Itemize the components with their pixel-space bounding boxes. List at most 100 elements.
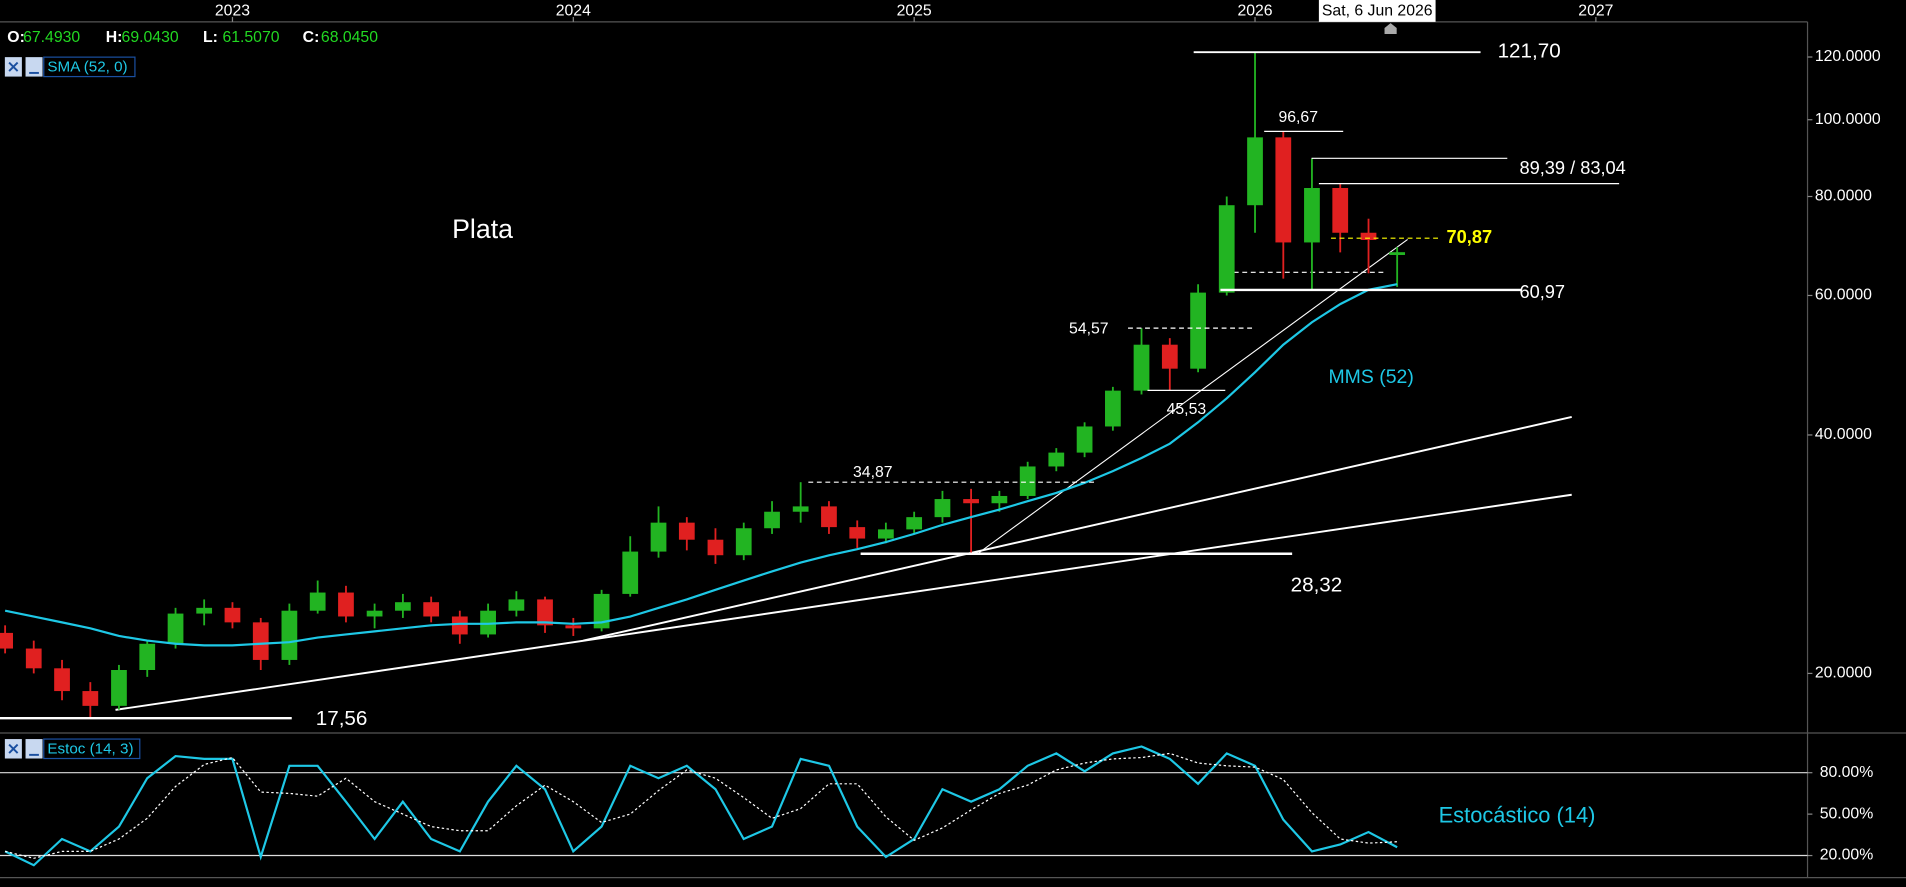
candle-body [1275,137,1292,243]
candle-body [139,643,156,670]
stochastic-line [4,752,1398,859]
ohlc-key: C: [303,29,320,46]
level-label: 45,53 [1167,401,1207,418]
candle-body [252,622,269,660]
candle-body [622,551,639,594]
trend-line [978,239,1408,554]
legend-entry: SMA (52, 0) [47,58,127,75]
trend-lines [115,239,1572,711]
ohlc-key: L: [203,29,218,46]
candle-body [54,668,70,692]
level-label: 28,32 [1291,573,1343,596]
y-tick-label: 80.0000 [1815,188,1872,205]
minimize-button[interactable] [25,57,43,77]
stochastic-legend: Estoc (14, 3) [4,738,141,760]
candle-body [1190,292,1206,369]
stochastic-title: Estocástico (14) [1439,803,1596,828]
sma-line [4,283,1398,647]
y-tick-label: 50.00% [1820,805,1874,822]
candle-body [451,616,468,635]
candle-body [1360,232,1377,240]
x-tick-label: 2024 [556,3,591,20]
candle-body [366,610,383,617]
y-tick-label: 20.0000 [1815,665,1872,682]
candle-body [991,495,1008,504]
candle-body [1247,137,1263,206]
y-tick-label: 40.0000 [1815,426,1872,443]
candle-body [593,593,610,629]
level-label: 121,70 [1498,40,1561,63]
date-text: Sat, 6 Jun 2026 [1322,3,1433,20]
level-label: 34,87 [853,464,893,481]
level-label: 89,39 / 83,04 [1519,157,1625,178]
trend-line [583,415,1572,642]
date-badge [1318,0,1436,22]
candle-body [821,506,837,528]
candle-body [508,599,525,611]
ohlc-key: O: [7,29,25,46]
candle-body [849,527,866,539]
candle-body [934,499,951,518]
candle-body [878,529,894,539]
candle-body [338,592,354,617]
chart-title: Plata [452,214,513,244]
candle-body [1105,390,1121,427]
ohlc-value: 69.0430 [122,29,179,46]
ohlc-value: 68.0450 [321,29,378,46]
candle-body [1161,344,1178,369]
candle-body [423,602,440,617]
x-tick-label: 2025 [897,3,932,20]
candle-body [25,648,42,669]
ohlc-key: H: [106,29,123,46]
candle-body [0,632,13,649]
candle-body [1389,252,1406,255]
level-label: 54,57 [1069,321,1109,338]
cursor-date: Sat, 6 Jun 2026 [1318,0,1436,35]
candle-body [281,610,298,660]
candle-body [196,607,213,614]
candle-body [1019,466,1036,496]
candle-body [224,607,241,623]
y-tick-label: 100.0000 [1815,111,1881,128]
candle-body [309,592,326,611]
stochastic-line [4,745,1398,867]
price-pane: 121,70 96,67 89,39 / 83,04 70,87 60,97 54,57 4… [0,40,1626,730]
sma-legend: SMA (52, 0) [4,56,136,78]
legend-box [43,56,136,78]
candle-body [735,528,752,556]
y-tick-label: 80.00% [1820,764,1874,781]
ohlc-value: 67.4930 [23,29,80,46]
y-tick-label: 120.0000 [1815,48,1881,65]
sma-label: MMS (52) [1328,366,1413,388]
level-label: 96,67 [1278,109,1318,126]
candle-body [707,539,724,556]
close-icon [8,61,19,72]
level-label: 17,56 [316,707,368,730]
candle-body [1304,188,1320,243]
candle-body [792,506,809,512]
minimize-button[interactable] [25,739,43,759]
candle-body [1133,344,1150,391]
y-tick-label: 60.0000 [1815,287,1872,304]
candle-body [537,599,553,626]
candle-body [1218,205,1235,293]
candle-body [167,613,184,644]
legend-entry: Estoc (14, 3) [47,740,133,757]
candle-body [82,691,99,706]
candle-body [480,610,496,635]
x-tick-label: 2026 [1237,3,1272,20]
candle-body [906,517,923,530]
candle-body [565,625,582,629]
candle-body [1332,188,1349,233]
level-label: 60,97 [1519,281,1565,302]
candle-body [111,669,127,706]
candle-body [1076,426,1093,453]
candle-body [1048,452,1065,467]
cursor-marker [1384,23,1397,35]
close-icon [8,743,19,754]
level-label: 70,87 [1447,226,1493,247]
candle-body [395,602,411,611]
